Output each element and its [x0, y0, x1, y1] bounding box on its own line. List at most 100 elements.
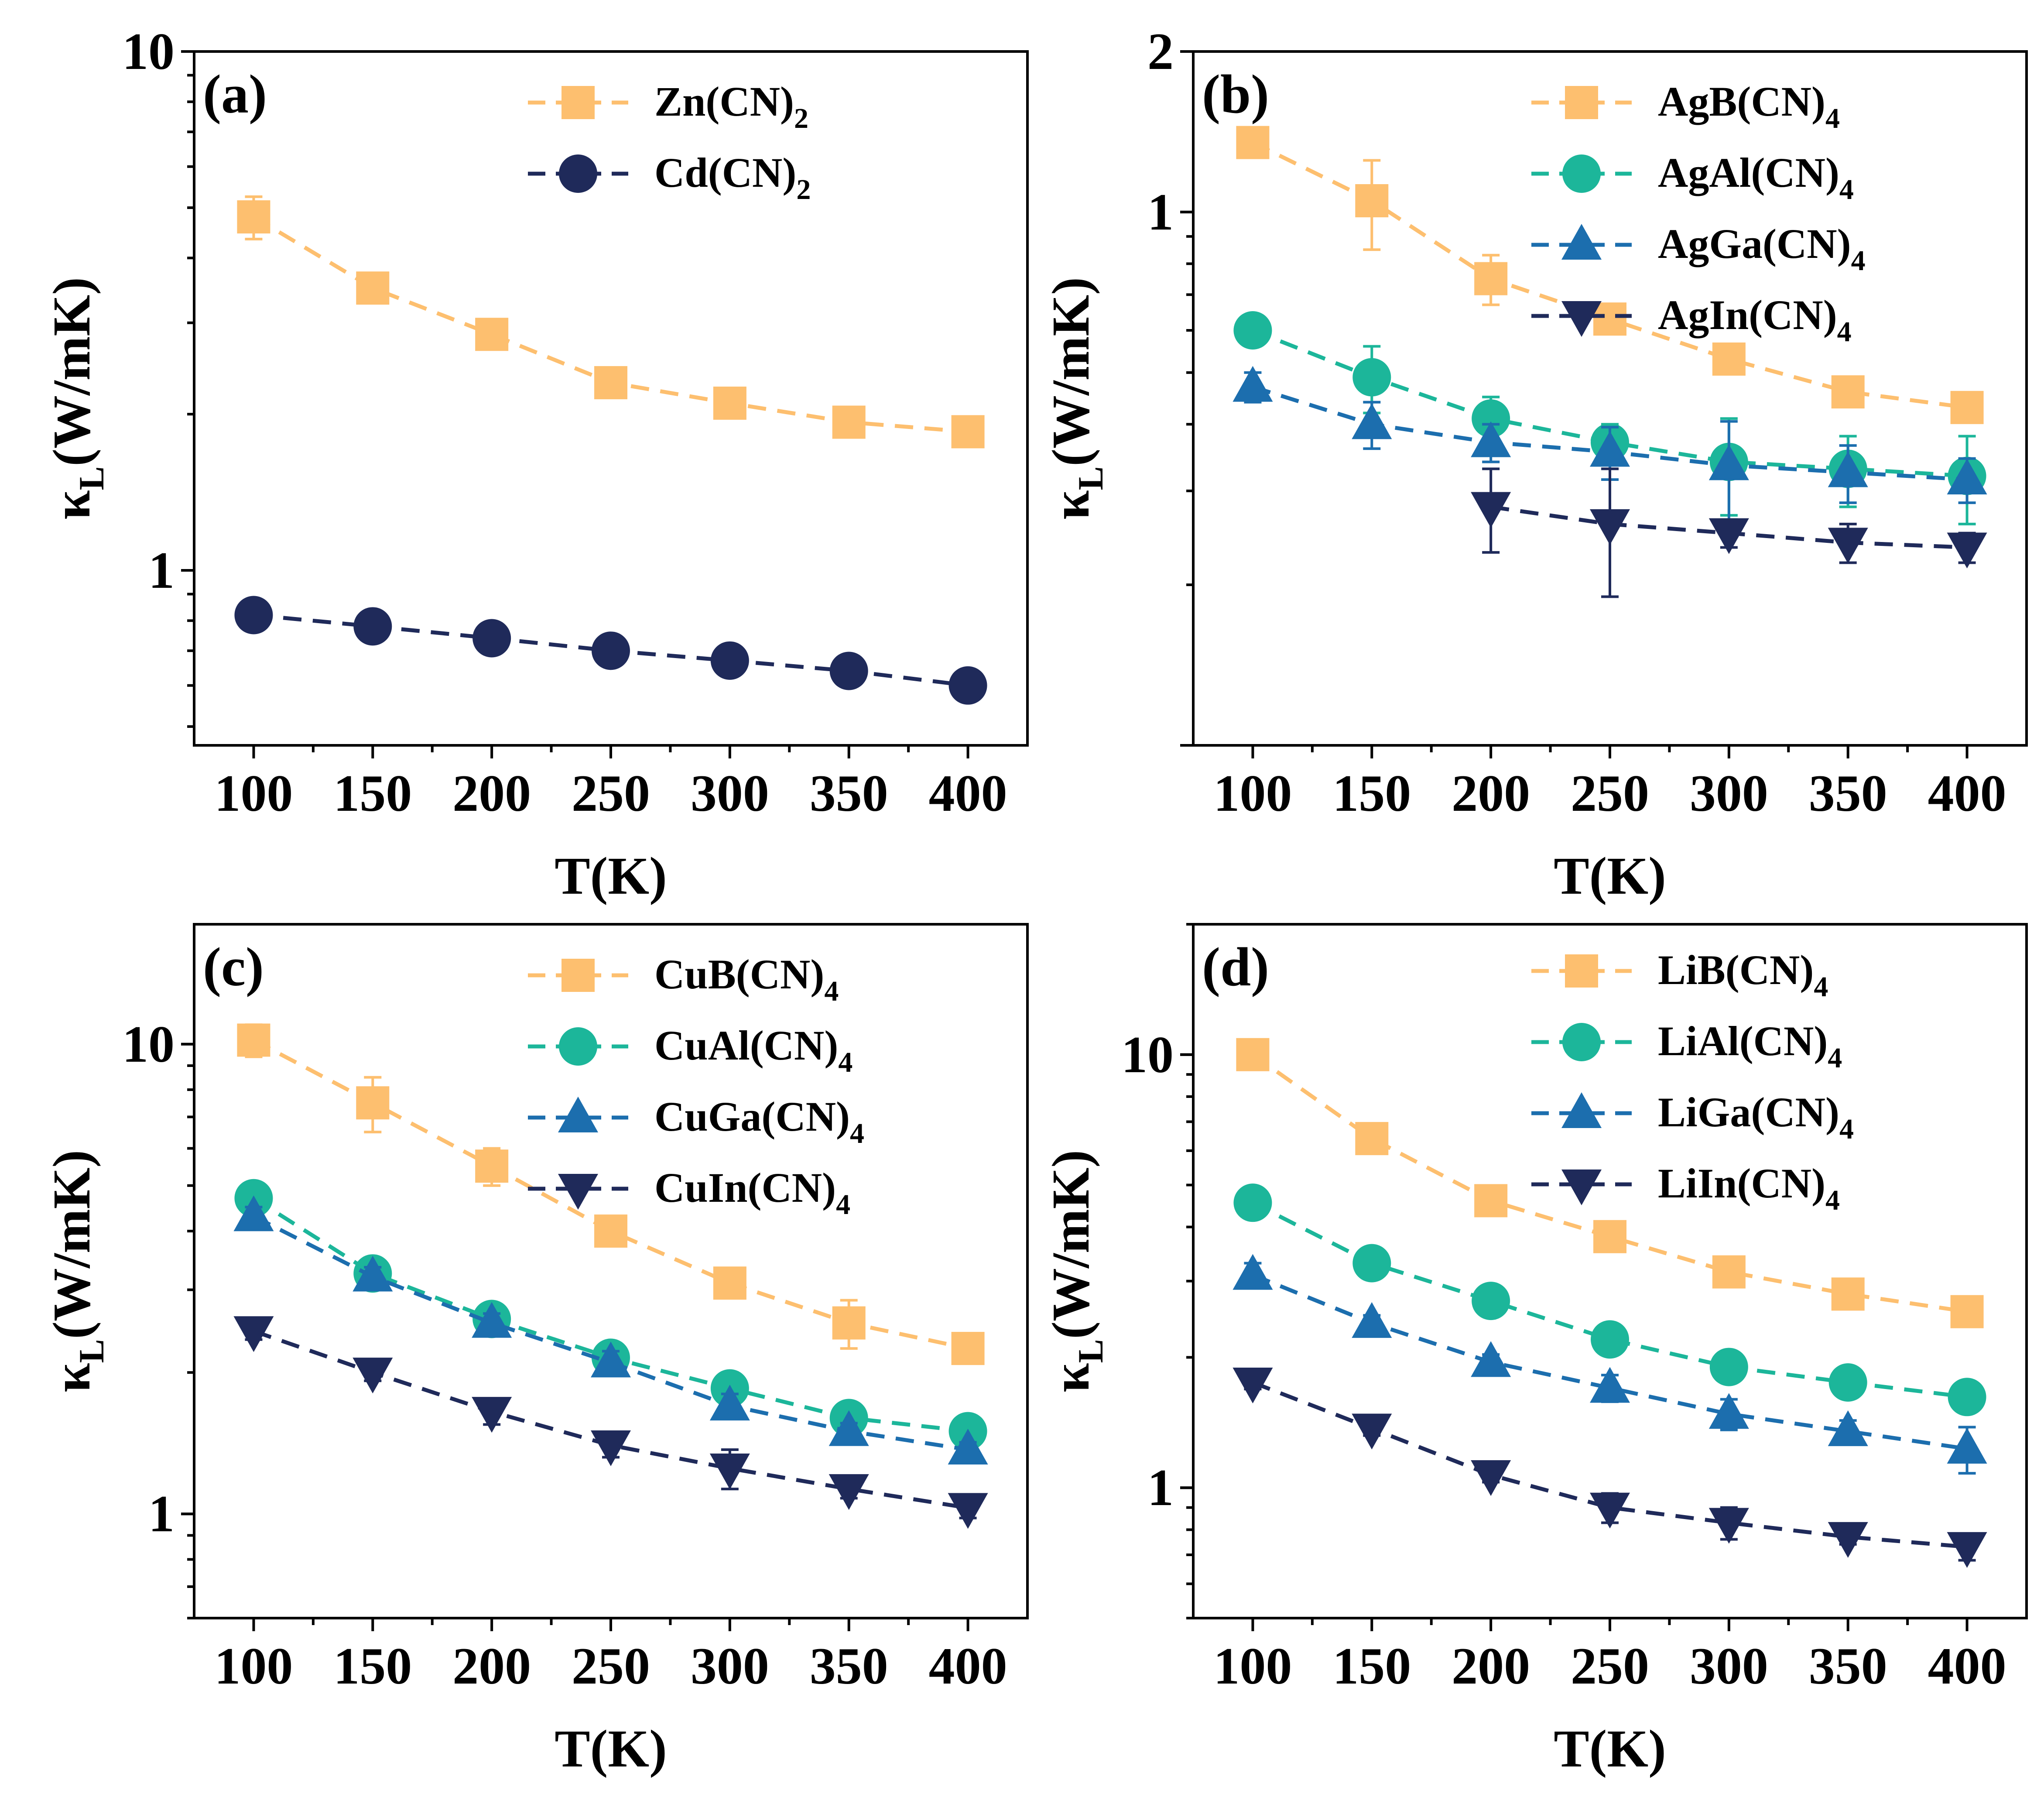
y-axis-kappa: κ — [42, 1363, 101, 1392]
legend-entry: LiB(CN)4 — [1531, 947, 1828, 1003]
legend-marker — [562, 959, 595, 992]
panel-label: (d) — [1202, 937, 1269, 998]
legend-label: LiIn(CN)4 — [1658, 1160, 1840, 1216]
data-point — [1708, 1393, 1749, 1429]
legend-entry: CuB(CN)4 — [528, 951, 839, 1007]
y-tick-label: 1 — [148, 541, 175, 599]
legend-label-base: LiGa(CN) — [1658, 1089, 1839, 1135]
x-tick-label: 200 — [1452, 764, 1530, 822]
data-point — [1712, 1255, 1746, 1289]
data-point — [594, 366, 627, 399]
series-LiIn(CN)4 — [1233, 1368, 1987, 1568]
data-point — [237, 200, 270, 234]
legend-label-base: LiB(CN) — [1658, 947, 1814, 993]
legend-label: LiGa(CN)4 — [1658, 1089, 1854, 1145]
x-tick-label: 200 — [1452, 1637, 1530, 1695]
legend-entry: Zn(CN)2 — [528, 78, 808, 134]
legend-label-subscript: 4 — [850, 1118, 864, 1149]
legend-label-base: AgB(CN) — [1658, 78, 1825, 125]
data-point — [832, 405, 866, 439]
legend-marker — [558, 1174, 598, 1210]
legend-marker — [1562, 154, 1601, 193]
y-axis-subscript: L — [1071, 466, 1110, 490]
series-CuGa(CN)4 — [233, 1195, 988, 1465]
legend-label-base: AgIn(CN) — [1658, 292, 1837, 338]
legend-label-base: LiIn(CN) — [1658, 1160, 1825, 1207]
data-point — [829, 1410, 869, 1446]
legend-entry: AgB(CN)4 — [1531, 78, 1840, 134]
data-point — [1947, 532, 1987, 569]
data-point — [948, 666, 987, 705]
data-point — [1474, 1184, 1508, 1218]
legend-entry: CuIn(CN)4 — [528, 1164, 850, 1221]
data-point — [1947, 1532, 1987, 1568]
data-point — [709, 1385, 750, 1421]
data-point — [591, 1341, 631, 1378]
legend-label: LiB(CN)4 — [1658, 947, 1828, 1003]
y-axis-subscript: L — [1071, 1339, 1110, 1363]
data-point — [948, 1493, 988, 1529]
y-axis-kappa: κ — [1041, 1363, 1100, 1392]
x-tick-label: 250 — [572, 764, 650, 822]
plot-frame — [193, 923, 1029, 1619]
series-AgIn(CN)4 — [1471, 467, 1987, 598]
data-point — [475, 1149, 509, 1183]
y-axis-units: (W/mK) — [42, 1150, 101, 1339]
data-point — [1831, 1277, 1865, 1311]
data-point — [1828, 528, 1868, 564]
x-tick-label: 200 — [452, 1637, 531, 1695]
legend-label-base: Zn(CN) — [654, 78, 794, 125]
legend-entry: CuGa(CN)4 — [528, 1093, 864, 1149]
y-axis-title: κL(W/mK) — [42, 1150, 111, 1392]
data-point — [233, 1316, 274, 1352]
legend-label-base: AgGa(CN) — [1658, 220, 1851, 267]
legend-label: CuIn(CN)4 — [654, 1164, 850, 1221]
data-point — [1828, 451, 1868, 487]
legend-label-base: CuGa(CN) — [654, 1093, 850, 1140]
x-tick-label: 250 — [572, 1637, 650, 1695]
data-point — [1708, 518, 1749, 554]
x-axis-title: T(K) — [1554, 847, 1666, 905]
y-tick-label: 10 — [122, 22, 175, 80]
y-axis-title: κL(W/mK) — [1041, 1150, 1110, 1392]
legend-label-subscript: 4 — [836, 1189, 850, 1221]
data-point — [1708, 444, 1749, 480]
legend-marker — [1561, 1170, 1602, 1205]
x-axis-title: T(K) — [555, 1719, 667, 1778]
x-tick-label: 400 — [1928, 1637, 2006, 1695]
y-axis-subscript: L — [72, 1339, 111, 1363]
x-tick-label: 350 — [1809, 764, 1887, 822]
legend-label: Cd(CN)2 — [654, 149, 811, 206]
data-point — [1233, 366, 1273, 402]
legend-entry: LiAl(CN)4 — [1531, 1018, 1842, 1074]
x-tick-label: 100 — [214, 764, 293, 822]
data-point — [829, 652, 868, 690]
series-line — [253, 215, 968, 434]
legend-entry: LiGa(CN)4 — [1531, 1089, 1854, 1145]
data-point — [1947, 459, 1987, 495]
legend-marker — [559, 154, 597, 193]
legend-label: CuAl(CN)4 — [654, 1022, 853, 1078]
x-tick-label: 300 — [691, 1637, 769, 1695]
y-tick-label: 2 — [1147, 22, 1174, 80]
legend-label-subscript: 4 — [1837, 316, 1852, 348]
data-point — [832, 1306, 866, 1340]
legend-label-base: CuB(CN) — [654, 951, 824, 998]
legend-marker — [1565, 954, 1598, 988]
legend-label: AgIn(CN)4 — [1658, 292, 1852, 348]
series-LiGa(CN)4 — [1233, 1254, 1987, 1475]
legend-label: AgB(CN)4 — [1658, 78, 1840, 134]
legend-label-subscript: 4 — [1828, 1042, 1842, 1074]
x-tick-label: 300 — [1690, 1637, 1768, 1695]
panel-label: (a) — [203, 64, 267, 125]
data-point — [1233, 1254, 1273, 1290]
data-point — [1948, 1378, 1986, 1416]
data-point — [356, 271, 390, 305]
legend-label-base: CuAl(CN) — [654, 1022, 838, 1069]
data-point — [1471, 1460, 1511, 1496]
data-point — [1233, 311, 1272, 350]
data-point — [472, 1302, 512, 1338]
data-point — [951, 1332, 985, 1365]
data-point — [353, 607, 392, 646]
y-tick-label: 1 — [1147, 1458, 1174, 1516]
